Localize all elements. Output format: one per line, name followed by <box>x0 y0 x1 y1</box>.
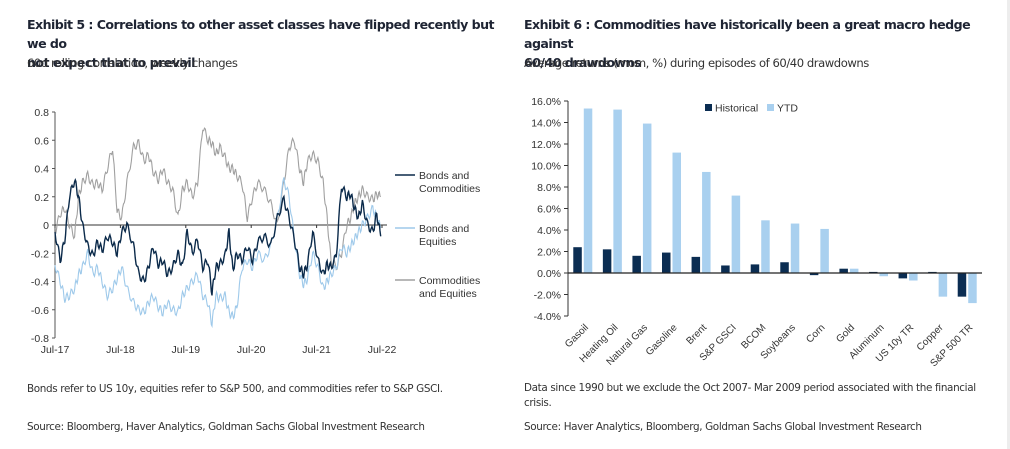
exhibit-5-note: Bonds refer to US 10y, equities refer to… <box>27 383 443 395</box>
bar-ytd-s-p-500-tr <box>968 273 977 304</box>
returns-bar-chart: 16.0% 14.0% 12.0% 10.0% 8.0% 6.0% 4.0% 2.0% 0.0%… <box>531 96 982 369</box>
series-line-bonds-and-equities <box>54 177 382 329</box>
legend-label: Commodities <box>419 275 480 287</box>
y-tick-label: 8.0% <box>537 182 561 194</box>
legend-item-ytd: YTD <box>767 103 798 115</box>
exhibit-5-subtitle: 60d rolling correlation, weekly changes <box>27 56 238 70</box>
y-tick-label: -0.4 <box>31 277 49 289</box>
y-tick-label: 0.8 <box>34 107 49 119</box>
y-tick-label: -2.0% <box>534 290 561 302</box>
bar-historical-brent <box>691 256 701 273</box>
exhibit-5-title: Exhibit 5 : Correlations to other asset … <box>27 15 505 72</box>
legend-label: Equities <box>419 236 456 248</box>
legend-swatch <box>705 104 712 111</box>
bar-ytd-us-10y-tr <box>909 273 918 281</box>
bar-ytd-bcom <box>761 220 770 273</box>
bar-historical-heating-oil <box>602 249 612 273</box>
legend-label: Commodities <box>419 183 480 195</box>
legend-label: Bonds and <box>419 223 469 235</box>
y-tick-label: 16.0% <box>531 96 561 108</box>
exhibit-6-title: Exhibit 6 : Commodities have historicall… <box>524 15 1005 72</box>
bar-historical-gasoil <box>573 247 582 273</box>
x-tick-label: Jul-22 <box>368 344 397 355</box>
exhibit-6-title-line2: 60/40 drawdowns <box>524 55 641 70</box>
x-tick-label: Gold <box>834 322 857 345</box>
legend-swatch <box>767 104 774 111</box>
exhibit-6-note: Data since 1990 but we exclude the Oct 2… <box>524 381 976 411</box>
legend-label: and Equities <box>419 288 477 300</box>
bar-historical-corn <box>809 273 819 276</box>
bar-ytd-gasoil <box>583 108 593 274</box>
y-tick-label: -0.6 <box>31 305 49 317</box>
y-tick-label: 12.0% <box>531 139 561 151</box>
x-tick-label: Gasoil <box>563 322 591 350</box>
bar-historical-s-p-500-tr <box>957 273 967 297</box>
exhibit-5-panel: Exhibit 5 : Correlations to other asset … <box>27 15 505 433</box>
exhibit-6-note-line2: crisis. <box>524 397 552 409</box>
bar-ytd-heating-oil <box>613 109 622 273</box>
bar-ytd-aluminum <box>879 273 888 277</box>
y-tick-label: 10.0% <box>531 161 561 173</box>
series-line-bonds-and-commodities <box>54 177 382 296</box>
legend: Historical YTD <box>705 103 798 115</box>
exhibit-6-note-line1: Data since 1990 but we exclude the Oct 2… <box>524 382 976 394</box>
series-line-commodities-and-equities <box>54 127 382 271</box>
bar-historical-gasoline <box>662 252 671 273</box>
y-tick-label: 14.0% <box>531 118 561 130</box>
x-tick-label: Jul-20 <box>237 344 266 355</box>
exhibit-6-source: Source: Haver Analytics, Bloomberg, Gold… <box>524 421 922 433</box>
exhibit-5-title-line2: not expect that to prevail <box>27 55 195 70</box>
bar-ytd-corn <box>820 228 829 273</box>
y-tick-label: -0.2 <box>31 248 49 260</box>
bar-historical-bcom <box>750 264 760 273</box>
x-tick-label: Brent <box>685 322 710 347</box>
y-tick-label: 4.0% <box>537 225 561 237</box>
bar-ytd-natural-gas <box>642 123 652 273</box>
exhibit-5-title-line1: Exhibit 5 : Correlations to other asset … <box>27 17 495 51</box>
x-tick-label: Jul-17 <box>41 344 70 355</box>
legend-item-historical: Historical <box>705 103 758 115</box>
bar-historical-natural-gas <box>632 255 641 273</box>
y-tick-label: -4.0% <box>534 311 561 323</box>
exhibit-6-title-line1: Exhibit 6 : Commodities have historicall… <box>524 17 971 51</box>
bar-historical-gold <box>839 268 848 273</box>
bar-ytd-soybeans <box>790 223 800 273</box>
y-tick-label: 0.0% <box>537 268 561 280</box>
bar-ytd-gasoline <box>672 152 681 273</box>
y-tick-label: 0.6 <box>34 135 49 147</box>
x-tick-label: Jul-18 <box>106 344 135 355</box>
legend-label: Historical <box>715 103 758 115</box>
x-tick-label: BCOM <box>739 322 768 351</box>
y-tick-label: 2.0% <box>537 247 561 259</box>
page-edge-scrollbar[interactable] <box>1007 0 1010 449</box>
y-tick-label: 0.4 <box>34 164 49 176</box>
bar-ytd-s-p-gsci <box>731 195 741 273</box>
exhibit-5-source: Source: Bloomberg, Haver Analytics, Gold… <box>27 421 425 433</box>
bar-historical-us-10y-tr <box>898 273 908 279</box>
exhibit-6-panel: Exhibit 6 : Commodities have historicall… <box>505 0 1005 449</box>
bar-historical-s-p-gsci <box>721 265 730 273</box>
y-tick-label: 6.0% <box>537 204 561 216</box>
y-tick-label: 0.2 <box>34 192 49 204</box>
bar-ytd-gold <box>849 268 859 273</box>
x-tick-label: Gasoline <box>644 322 680 358</box>
exhibit-6-subtitle: Average returns (mom, %) during episodes… <box>524 56 869 70</box>
legend-label: YTD <box>777 103 798 115</box>
y-tick-label: -0.8 <box>31 333 49 345</box>
bar-ytd-brent <box>702 171 711 273</box>
legend-label: Bonds and <box>419 170 469 182</box>
y-tick-label: 0 <box>43 220 49 232</box>
bar-historical-soybeans <box>780 262 789 273</box>
x-tick-label: Jul-21 <box>302 344 331 355</box>
x-tick-label: Jul-19 <box>171 344 200 355</box>
x-tick-label: Corn <box>804 322 827 345</box>
bar-ytd-copper <box>938 273 948 297</box>
